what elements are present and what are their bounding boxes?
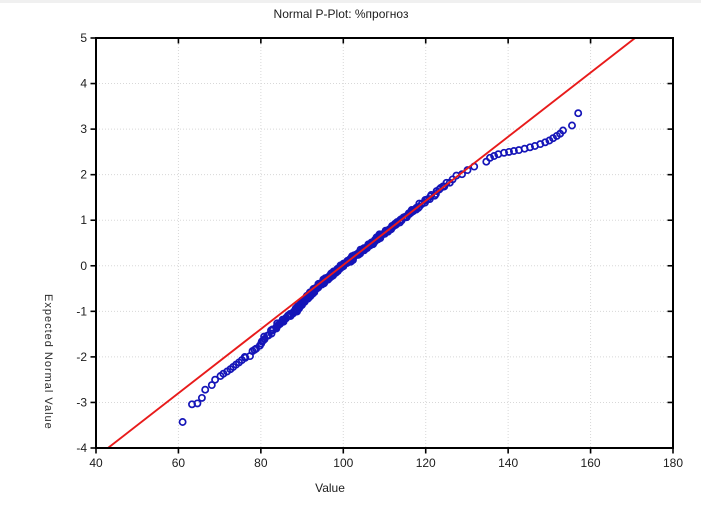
data-point <box>568 121 576 130</box>
y-axis-label: Expected Normal Value <box>42 294 54 430</box>
x-tick-label: 100 <box>333 456 353 470</box>
y-tick-label: 2 <box>80 168 87 182</box>
plot-frame <box>95 37 674 449</box>
data-point <box>193 399 202 408</box>
data-point <box>526 143 534 152</box>
y-tick-label: -4 <box>76 441 87 455</box>
data-point <box>490 152 499 160</box>
y-tick-label: -2 <box>76 350 87 364</box>
x-tick-label: 120 <box>416 456 436 470</box>
data-point <box>559 126 567 135</box>
y-tick-label: 3 <box>80 122 87 136</box>
x-tick-label: 60 <box>172 456 186 470</box>
y-tick-label: -3 <box>76 395 87 409</box>
data-point <box>574 109 583 118</box>
y-tick-label: -1 <box>76 304 87 318</box>
x-tick-label: 80 <box>254 456 268 470</box>
y-tick-label: 0 <box>80 259 87 273</box>
data-point <box>241 353 250 362</box>
data-point <box>207 381 216 390</box>
x-tick-label: 140 <box>498 456 518 470</box>
data-point <box>259 336 268 345</box>
data-point <box>197 393 206 402</box>
data-point <box>178 418 187 426</box>
data-point <box>211 375 220 384</box>
data-point <box>509 147 518 155</box>
x-axis-label: Value <box>315 481 345 495</box>
top-edge-strip <box>0 0 701 3</box>
data-point <box>500 148 508 157</box>
data-point <box>541 138 550 147</box>
data-point <box>201 385 210 394</box>
x-tick-label: 40 <box>89 456 103 470</box>
data-point <box>486 153 494 162</box>
y-tick-label: 4 <box>80 77 87 91</box>
x-tick-label: 180 <box>663 456 683 470</box>
y-tick-label: 5 <box>80 31 87 45</box>
x-tick-label: 160 <box>581 456 601 470</box>
chart-title: Normal P-Plot: %прогноз <box>273 7 409 21</box>
reference-line <box>107 37 636 449</box>
y-tick-label: 1 <box>80 213 87 227</box>
data-point <box>505 147 513 156</box>
